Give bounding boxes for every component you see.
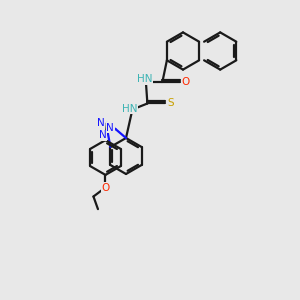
Text: O: O (182, 77, 190, 87)
Text: HN: HN (136, 74, 152, 85)
Text: N: N (99, 130, 106, 140)
Text: N: N (97, 118, 105, 128)
Text: N: N (106, 123, 114, 133)
Text: O: O (101, 182, 110, 193)
Text: S: S (167, 98, 174, 109)
Text: HN: HN (122, 103, 138, 114)
